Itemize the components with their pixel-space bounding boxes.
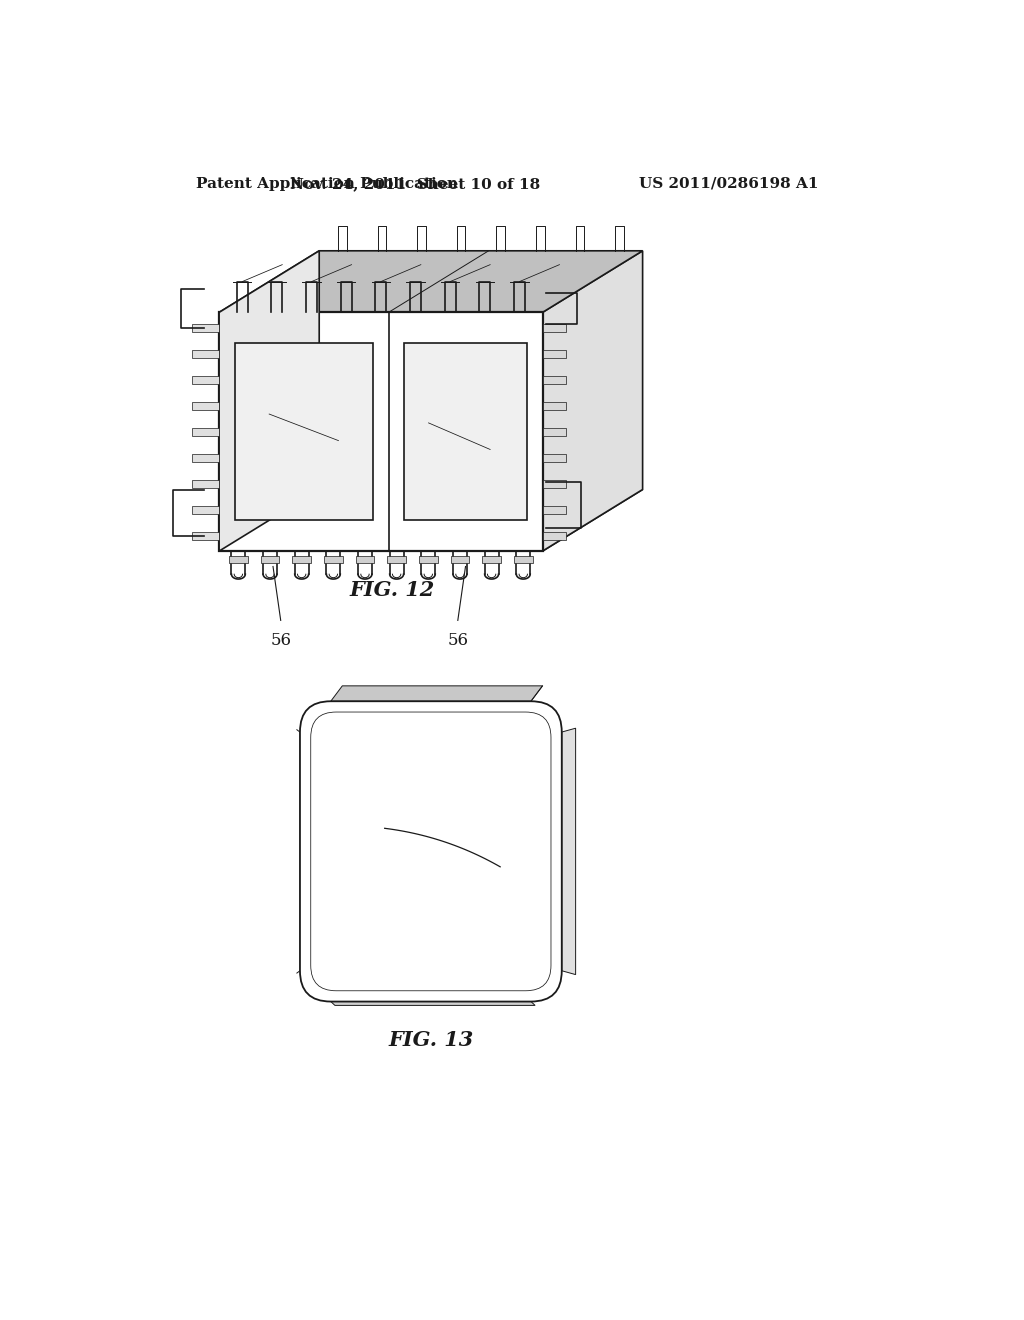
Bar [193, 350, 219, 358]
Bar [193, 454, 219, 462]
Bar [451, 557, 469, 562]
Bar [193, 506, 219, 513]
Text: FIG. 13: FIG. 13 [388, 1030, 473, 1049]
Bar [193, 401, 219, 409]
Bar [193, 323, 219, 331]
Bar [193, 532, 219, 540]
Bar [543, 350, 565, 358]
Polygon shape [331, 686, 543, 701]
Bar [482, 557, 501, 562]
Bar [193, 428, 219, 436]
Polygon shape [219, 490, 643, 552]
Polygon shape [219, 251, 643, 313]
Bar [355, 557, 374, 562]
Polygon shape [331, 1002, 536, 1006]
Text: 56: 56 [270, 632, 291, 649]
Bar [229, 557, 248, 562]
Text: Nov. 24, 2011  Sheet 10 of 18: Nov. 24, 2011 Sheet 10 of 18 [291, 177, 541, 191]
Text: FIG. 12: FIG. 12 [350, 579, 435, 599]
Text: 80: 80 [508, 862, 529, 879]
Bar [543, 454, 565, 462]
Text: Patent Application Publication: Patent Application Publication [196, 177, 458, 191]
Bar [543, 323, 565, 331]
Bar [403, 343, 527, 520]
Bar [543, 428, 565, 436]
Text: US 2011/0286198 A1: US 2011/0286198 A1 [639, 177, 818, 191]
Bar [543, 480, 565, 487]
Polygon shape [219, 313, 543, 552]
Polygon shape [219, 251, 319, 552]
Bar [293, 557, 311, 562]
FancyBboxPatch shape [300, 701, 562, 1002]
Bar [261, 557, 280, 562]
Bar [193, 480, 219, 487]
Bar [324, 557, 343, 562]
Bar [514, 557, 532, 562]
Bar [543, 376, 565, 384]
Text: 56: 56 [447, 632, 468, 649]
Bar [193, 376, 219, 384]
Polygon shape [562, 729, 575, 974]
Polygon shape [543, 251, 643, 552]
Bar [419, 557, 437, 562]
Bar [543, 401, 565, 409]
Bar [543, 532, 565, 540]
Bar [543, 506, 565, 513]
Bar [234, 343, 373, 520]
Bar [387, 557, 406, 562]
